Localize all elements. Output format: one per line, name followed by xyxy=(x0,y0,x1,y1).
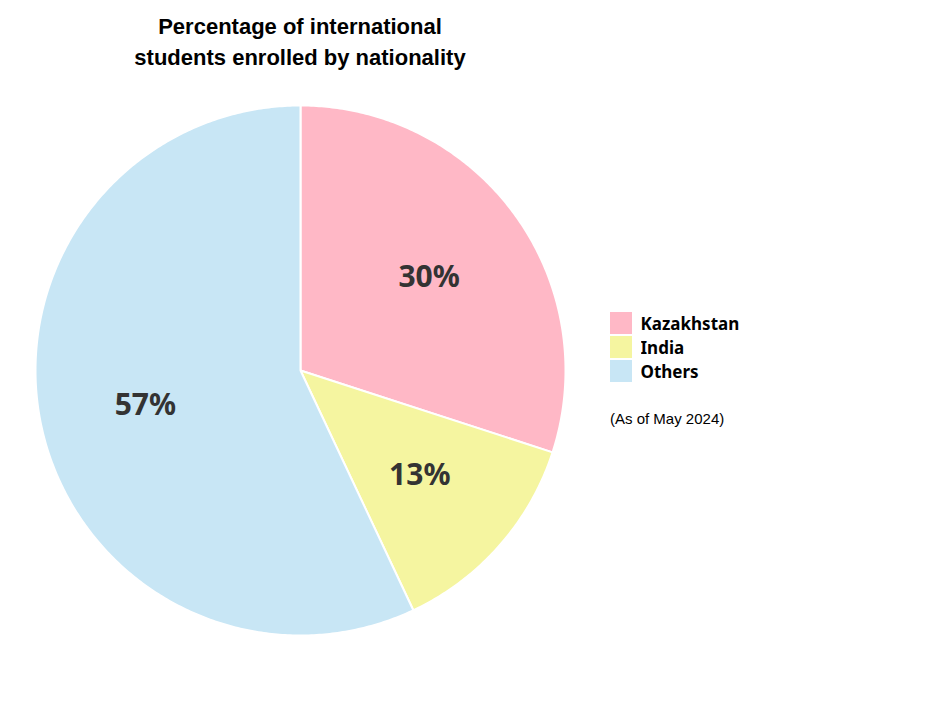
svg-text:13%: 13% xyxy=(389,453,450,494)
html-text:Percentage of international st: Percentage of international students enr… xyxy=(134,14,466,70)
svg-text:57%: 57% xyxy=(115,382,176,423)
html-text:Others: Others xyxy=(640,359,699,383)
html-text:India: India xyxy=(640,335,685,359)
html-text:(As of May 2024): (As of May 2024) xyxy=(610,410,725,428)
svg-text:30%: 30% xyxy=(398,254,459,295)
html-text:Kazakhstan: Kazakhstan xyxy=(640,311,740,335)
